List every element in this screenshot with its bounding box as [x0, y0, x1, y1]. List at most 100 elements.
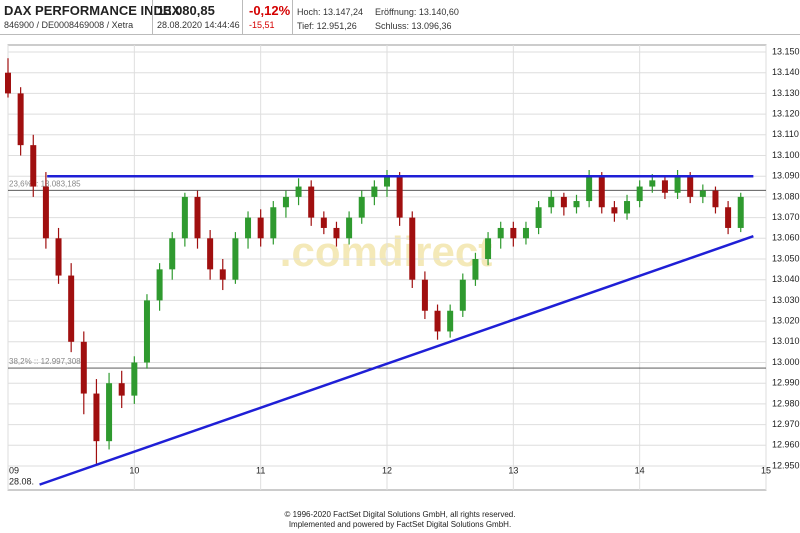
candle-body — [270, 207, 277, 239]
candle-body — [358, 196, 365, 218]
candle-body — [55, 238, 62, 276]
candle-body — [384, 176, 390, 187]
candle-body — [5, 72, 11, 94]
candle-body — [661, 180, 668, 193]
candle-body — [611, 207, 618, 214]
y-tick-label: 12.960 — [772, 440, 800, 450]
level-label: 23,6% :: 13.083,185 — [9, 179, 81, 188]
candle-body — [371, 186, 378, 197]
y-tick-label: 13.130 — [772, 88, 800, 98]
candle-body — [219, 269, 226, 280]
timestamp: 28.08.2020 14:44:46 — [157, 20, 240, 30]
title: DAX PERFORMANCE INDEX — [4, 3, 181, 18]
candle-body — [560, 196, 567, 208]
candle-body — [106, 383, 113, 442]
candle-body — [295, 186, 302, 197]
y-tick-label: 13.040 — [772, 274, 800, 284]
candle-body — [93, 393, 100, 442]
x-tick-label: 13 — [508, 465, 518, 475]
candle-body — [636, 186, 643, 202]
candle-body — [30, 145, 37, 187]
candle-body — [573, 201, 580, 208]
y-tick-label: 12.990 — [772, 378, 800, 388]
candle-body — [333, 227, 340, 239]
candle-body — [232, 238, 239, 280]
candle-body — [169, 238, 176, 270]
y-tick-label: 13.090 — [772, 171, 800, 181]
candle-body — [257, 217, 264, 239]
low: Tief: 12.951,26 — [297, 21, 357, 31]
x-tick-label: 12 — [382, 465, 392, 475]
candle-body — [548, 196, 555, 208]
candle-body — [421, 279, 428, 311]
x-tick-label: 15 — [761, 465, 771, 475]
separator — [152, 0, 153, 34]
candle-body — [586, 176, 593, 202]
subtitle: 846900 / DE0008469008 / Xetra — [4, 20, 134, 30]
open: Eröffnung: 13.140,60 — [375, 7, 459, 17]
y-tick-label: 13.050 — [772, 253, 800, 263]
x-tick-label: 09 — [9, 465, 19, 475]
x-tick-label: 11 — [256, 465, 265, 475]
candle-body — [156, 269, 163, 301]
candle-body — [725, 207, 732, 228]
candle-body — [497, 227, 504, 239]
candle-body — [346, 217, 353, 239]
candle-body — [320, 217, 327, 228]
candle-body — [522, 227, 529, 239]
candle-body — [80, 341, 87, 394]
candle-body — [687, 176, 694, 197]
candle-body — [535, 207, 542, 228]
candle-body — [459, 279, 466, 311]
close: Schluss: 13.096,36 — [375, 21, 452, 31]
y-tick-label: 13.140 — [772, 67, 800, 77]
trend-line — [39, 235, 754, 486]
candle-body — [143, 300, 150, 363]
price: 13.080,85 — [157, 3, 215, 18]
y-tick-label: 13.060 — [772, 233, 800, 243]
y-tick-label: 13.000 — [772, 357, 800, 367]
candle-body — [712, 190, 719, 208]
candle-body — [737, 196, 744, 228]
y-tick-label: 12.970 — [772, 419, 800, 429]
candle-body — [194, 196, 201, 239]
candle-body — [181, 196, 188, 239]
candle-body — [624, 201, 631, 214]
candle-body — [245, 217, 252, 239]
candle-body — [447, 310, 454, 332]
y-tick-label: 13.010 — [772, 336, 800, 346]
candle-body — [699, 190, 706, 197]
candle-body — [649, 180, 656, 187]
y-tick-label: 12.980 — [772, 398, 800, 408]
candle-body — [598, 176, 605, 208]
y-tick-label: 13.110 — [772, 129, 799, 139]
powered-by: Implemented and powered by FactSet Digit… — [288, 520, 512, 529]
candle-body — [434, 310, 441, 332]
candle-body — [42, 186, 49, 239]
candle-body — [472, 259, 479, 280]
y-tick-label: 12.950 — [772, 460, 800, 470]
y-tick-label: 13.070 — [772, 212, 800, 222]
y-tick-label: 13.100 — [772, 150, 800, 160]
high: Hoch: 13.147,24 — [297, 7, 364, 17]
candle-body — [674, 176, 681, 193]
separator — [292, 0, 293, 34]
y-tick-label: 13.150 — [772, 46, 800, 56]
x-tick-label: 14 — [635, 465, 645, 475]
candle-body — [485, 238, 492, 259]
y-tick-label: 13.020 — [772, 315, 800, 325]
watermark: .comdirect — [280, 228, 492, 275]
candle-body — [131, 362, 138, 396]
level-label: 38,2% :: 12.997,308 — [9, 357, 81, 366]
copyright: © 1996-2020 FactSet Digital Solutions Gm… — [284, 510, 516, 519]
y-tick-label: 13.080 — [772, 191, 800, 201]
change-abs: -15,51 — [249, 20, 275, 30]
candle-body — [207, 238, 214, 270]
separator — [242, 0, 243, 34]
candle-body — [409, 217, 416, 280]
candle-body — [68, 275, 75, 342]
x-date-label: 28.08. — [9, 476, 34, 486]
candle-body — [118, 383, 125, 396]
